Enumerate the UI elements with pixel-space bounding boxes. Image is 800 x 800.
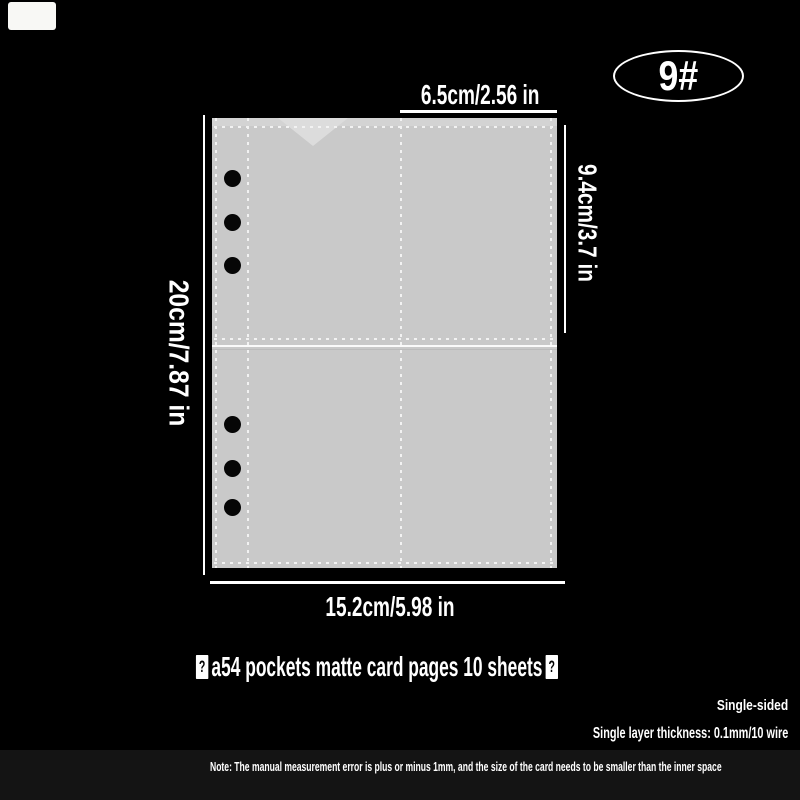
measure-label-bottom-text: 15.2cm/5.98 in <box>325 591 455 622</box>
binder-hole <box>224 416 241 433</box>
spec-single-sided-text: Single-sided <box>716 697 788 714</box>
product-title-line: ? a54 pockets matte card pages 10 sheets… <box>196 650 558 684</box>
pocket-opening-notch <box>278 118 348 146</box>
stitch-line-left-edge <box>215 118 217 568</box>
missing-glyph-box-left: ? <box>196 654 209 679</box>
card-page-sheet <box>212 118 557 568</box>
measure-line-right <box>564 125 566 333</box>
spec-single-sided: Single-sided <box>699 697 788 715</box>
measure-label-left: 20cm/7.87 in <box>156 265 200 441</box>
binder-hole <box>224 499 241 516</box>
stitch-line-center <box>400 118 402 568</box>
missing-glyph-box-right: ? <box>545 654 558 679</box>
corner-mark <box>8 2 56 30</box>
measure-label-bottom: 15.2cm/5.98 in <box>0 591 790 623</box>
measure-label-right: 9.4cm/3.7 in <box>568 138 608 308</box>
measure-label-left-text: 20cm/7.87 in <box>163 279 194 427</box>
sheet-top-edge <box>212 118 557 126</box>
row-divider-shadow <box>212 349 557 350</box>
binder-hole <box>224 214 241 231</box>
stitch-line-bottom <box>214 562 555 564</box>
row-divider-line <box>212 345 557 347</box>
stitch-line-middle <box>214 338 555 340</box>
stitch-line-right-edge <box>550 118 552 568</box>
product-title: ? a54 pockets matte card pages 10 sheets… <box>0 650 777 684</box>
measure-line-top <box>400 110 557 113</box>
measure-label-top: 6.5cm/2.56 in <box>400 80 560 110</box>
measure-line-left <box>203 115 205 575</box>
measure-label-top-text: 6.5cm/2.56 in <box>420 79 540 110</box>
spec-thickness-text: Single layer thickness: 0.1mm/10 wire <box>592 725 788 742</box>
product-title-text: a54 pockets matte card pages 10 sheets <box>211 651 543 682</box>
size-badge-label: 9# <box>658 52 699 99</box>
note-bar: Note: The manual measurement error is pl… <box>0 750 800 800</box>
binder-hole <box>224 170 241 187</box>
binder-hole <box>224 460 241 477</box>
binder-hole <box>224 257 241 274</box>
spec-thickness: Single layer thickness: 0.1mm/10 wire <box>501 725 788 743</box>
note-text: Note: The manual measurement error is pl… <box>210 759 722 774</box>
measure-line-bottom <box>210 581 565 584</box>
measure-label-right-text: 9.4cm/3.7 in <box>573 164 604 282</box>
size-badge: 9# <box>613 50 744 102</box>
stitch-line-top <box>214 126 555 128</box>
stitch-line-hole-strip <box>247 118 249 568</box>
